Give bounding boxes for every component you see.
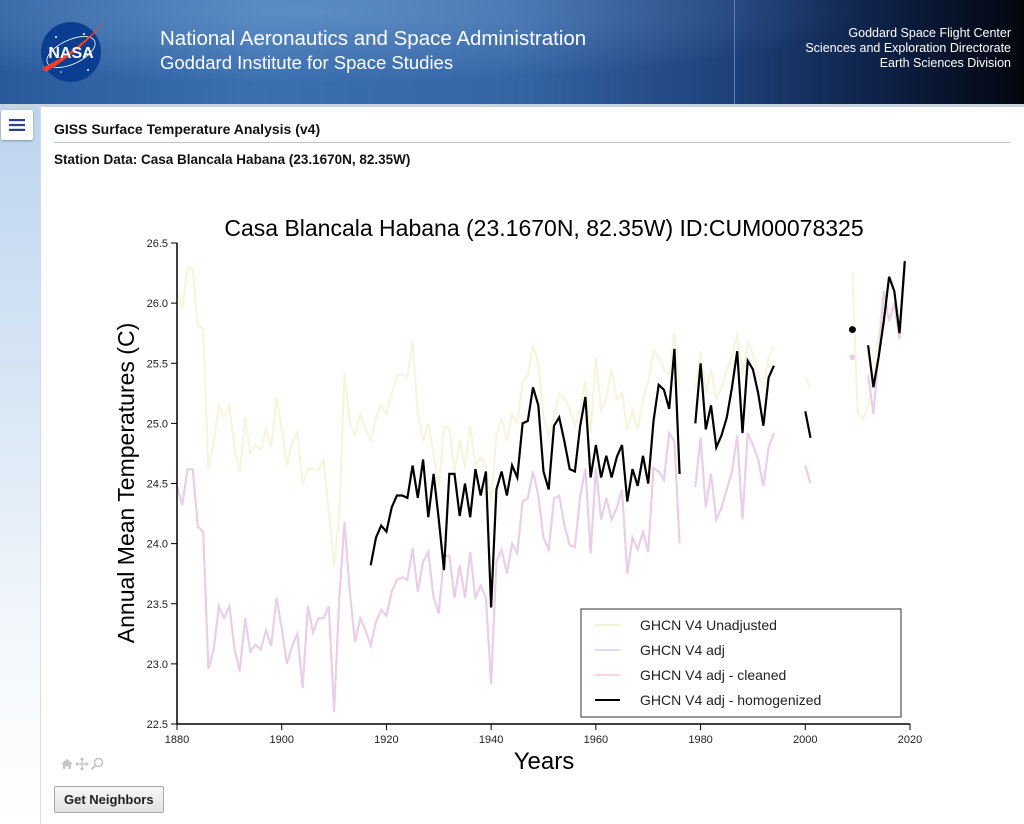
series-line-segment xyxy=(176,430,681,713)
chart-title: Casa Blancala Habana (23.1670N, 82.35W) … xyxy=(224,215,863,241)
y-axis-label: Annual Mean Temperatures (C) xyxy=(113,323,139,643)
y-tick-label: 26.5 xyxy=(147,238,168,250)
chart-legend: GHCN V4 Unadjusted GHCN V4 adj GHCN V4 adj… xyxy=(580,608,902,718)
header-divider xyxy=(0,104,1024,107)
header-banner: NASA National Aeronautics and Space Admi… xyxy=(0,0,1024,104)
legend-box xyxy=(580,608,902,718)
data-point-marker xyxy=(848,326,856,334)
legend-label: GHCN V4 adj xyxy=(640,642,725,658)
x-tick-label: 1980 xyxy=(688,734,712,746)
nasa-logo[interactable]: NASA xyxy=(36,12,106,92)
x-tick-label: 2020 xyxy=(898,734,922,746)
institute-name[interactable]: Goddard Institute for Space Studies xyxy=(160,52,454,73)
x-tick-label: 1960 xyxy=(584,734,608,746)
y-tick-label: 23.5 xyxy=(147,599,168,611)
title-divider xyxy=(54,142,1010,143)
x-tick-label: 1920 xyxy=(374,734,398,746)
y-tick-label: 25.5 xyxy=(147,358,168,370)
series-line-segment xyxy=(867,260,906,388)
markers-layer xyxy=(848,326,856,361)
series-line-segment xyxy=(369,348,681,608)
y-tick-label: 25.0 xyxy=(147,418,168,430)
legend-label: GHCN V4 adj - homogenized xyxy=(640,692,821,708)
series-line-segment xyxy=(176,265,681,566)
x-tick-label: 2000 xyxy=(793,734,817,746)
agency-title: National Aeronautics and Space Administr… xyxy=(160,27,586,75)
y-tick-label: 23.0 xyxy=(147,659,168,671)
x-tick-label: 1900 xyxy=(269,734,293,746)
series-line-segment xyxy=(867,266,906,414)
y-tick-label: 24.0 xyxy=(147,539,168,551)
y-tick-label: 26.0 xyxy=(147,298,168,310)
y-tick-label: 22.5 xyxy=(147,719,168,731)
x-tick-label: 1880 xyxy=(165,734,189,746)
series-line-segment xyxy=(694,351,775,452)
legend-label: GHCN V4 Unadjusted xyxy=(640,617,777,633)
center-info: Goddard Space Flight Center Sciences and… xyxy=(805,26,1011,71)
series-line-segment xyxy=(804,465,812,484)
sidebar xyxy=(0,107,40,824)
get-neighbors-button[interactable]: Get Neighbors xyxy=(54,786,164,813)
page-title: GISS Surface Temperature Analysis (v4) xyxy=(54,121,321,137)
legend-label: GHCN V4 adj - cleaned xyxy=(640,667,786,683)
series-line-segment xyxy=(694,332,775,403)
menu-button[interactable] xyxy=(1,110,33,140)
x-tick-label: 1940 xyxy=(479,734,503,746)
series-line-segment xyxy=(804,411,812,439)
zoom-icon[interactable] xyxy=(90,757,104,771)
y-tick-label: 24.5 xyxy=(147,479,168,491)
series-line-segment xyxy=(694,432,775,524)
data-point-marker xyxy=(849,354,856,361)
series-layer xyxy=(176,260,906,713)
series-line-segment xyxy=(804,377,812,388)
series-homogenized xyxy=(369,260,906,608)
center-line[interactable]: Earth Sciences Division xyxy=(879,56,1011,70)
y-axis-ticks: 22.5 23.0 23.5 24.0 24.5 25.0 25.5 26.0 26.5 xyxy=(147,238,177,731)
agency-name[interactable]: National Aeronautics and Space Administr… xyxy=(160,27,587,50)
plot-toolbar xyxy=(60,757,104,771)
pan-icon[interactable] xyxy=(75,757,89,771)
hamburger-menu-icon xyxy=(9,119,25,131)
x-axis-ticks: 1880 1900 1920 1940 1960 1980 2000 2020 xyxy=(165,724,922,746)
center-line[interactable]: Sciences and Exploration Directorate xyxy=(805,41,1011,55)
home-icon[interactable] xyxy=(60,757,74,771)
station-label: Station Data: Casa Blancala Habana (23.1… xyxy=(54,152,411,167)
logo-text: NASA xyxy=(48,45,94,62)
series-line-segment xyxy=(867,266,906,414)
x-axis-label: Years xyxy=(514,748,575,775)
banner-divider xyxy=(734,0,735,104)
center-line[interactable]: Goddard Space Flight Center xyxy=(848,26,1011,40)
banner-background xyxy=(0,0,1024,104)
